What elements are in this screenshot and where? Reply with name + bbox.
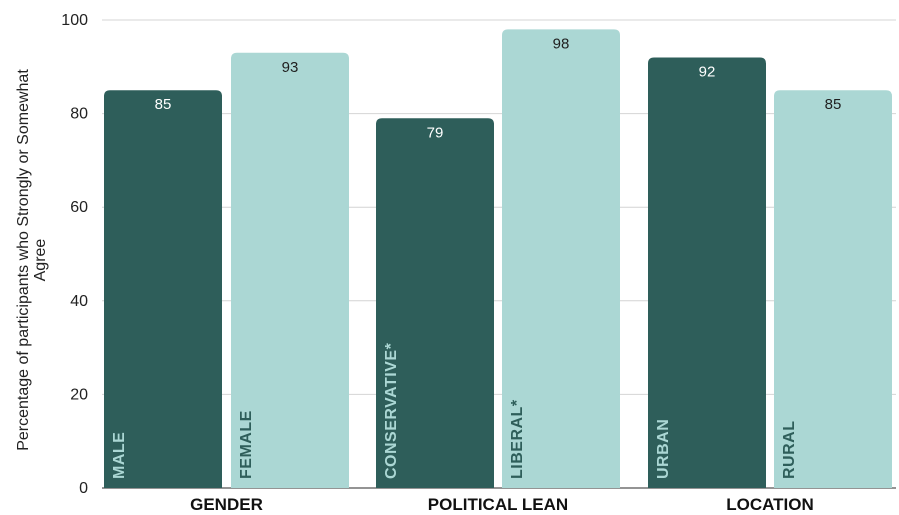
y-axis-title-line: Agree	[32, 239, 49, 282]
y-tick-label: 40	[70, 293, 88, 310]
bar-liberal	[502, 29, 620, 489]
group-label: GENDER	[190, 495, 263, 514]
y-axis-title-line: Percentage of participants who Strongly …	[15, 69, 32, 451]
bar-category-label: MALE	[111, 432, 128, 479]
bar-rural	[774, 90, 892, 488]
y-tick-label: 60	[70, 199, 88, 216]
bar-value-label: 93	[282, 59, 299, 76]
y-tick-label: 100	[61, 12, 88, 29]
y-tick-label: 80	[70, 106, 88, 123]
bar-category-label: URBAN	[655, 419, 672, 479]
bar-male	[104, 90, 222, 488]
bar-female	[231, 52, 349, 488]
y-axis-ticks: 0 20 40 60 80 100	[61, 12, 88, 497]
bar-value-label: 98	[553, 35, 570, 52]
y-axis-title: Percentage of participants who Strongly …	[15, 69, 49, 451]
bar-value-label: 85	[825, 96, 842, 113]
bar-conservative	[376, 118, 494, 488]
y-tick-label: 20	[70, 386, 88, 403]
bar-value-label: 85	[155, 96, 172, 113]
bar-category-label: CONSERVATIVE*	[383, 342, 400, 479]
bar-category-label: FEMALE	[238, 410, 255, 479]
bars: 85 MALE 93 FEMALE 79 CONSERVATIVE* 98 LIBERAL* 9…	[104, 29, 892, 489]
group-label: LOCATION	[726, 495, 814, 514]
bar-category-label: LIBERAL*	[509, 399, 526, 479]
bar-category-label: RURAL	[781, 421, 798, 480]
group-labels: GENDER POLITICAL LEAN LOCATION	[190, 495, 814, 514]
bar-value-label: 92	[699, 63, 716, 80]
y-tick-label: 0	[79, 480, 88, 497]
bar-urban	[648, 57, 766, 488]
group-label: POLITICAL LEAN	[428, 495, 568, 514]
bar-value-label: 79	[427, 124, 444, 141]
